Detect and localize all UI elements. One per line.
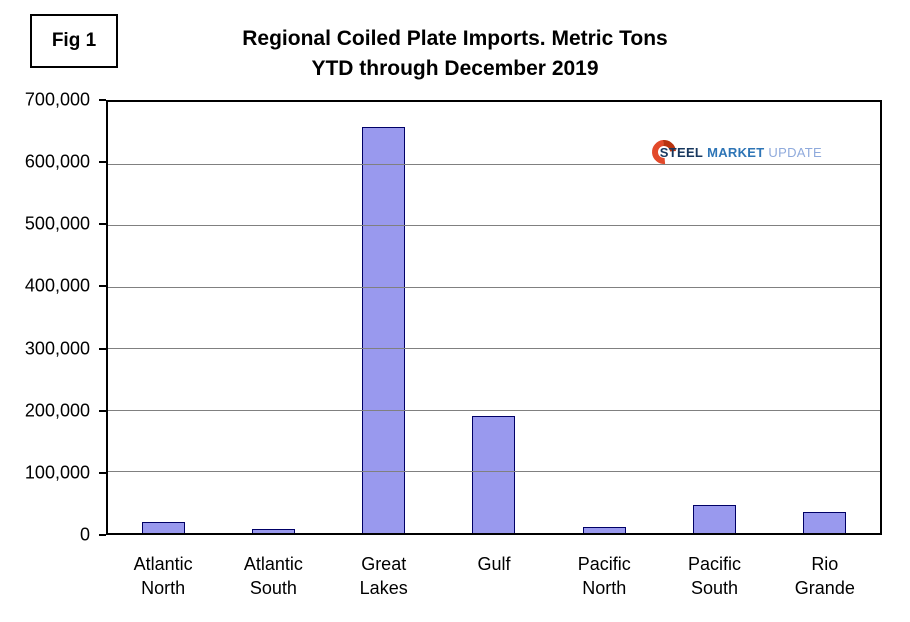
bar-slot [329,102,439,533]
x-axis-label: Atlantic North [133,554,193,598]
logo-word-steel: STEEL [659,144,704,160]
y-tick-label: 200,000 [24,400,90,421]
gridline [108,225,880,227]
bar-slot [659,102,769,533]
y-tick-label: 600,000 [24,151,90,172]
y-tick-label: 500,000 [24,213,90,234]
y-tick-mark [99,223,106,226]
gridline [108,409,880,411]
y-tick-label: 700,000 [24,89,90,110]
bar-slot [549,102,659,533]
steel-market-update-logo: STEEL MARKET UPDATE [646,135,822,169]
fig-number-label: Fig 1 [51,30,97,51]
gridline [108,348,880,350]
bar-slot [770,102,880,533]
bar-rio-grande [803,512,847,533]
chart-title-line1: Regional Coiled Plate Imports. Metric To… [242,27,668,50]
bar-pacific-south [693,504,737,533]
x-axis-label: Atlantic South [243,554,303,598]
bar-atlantic-south [251,529,295,533]
bar-great-lakes [362,126,406,533]
fig-number-box: Fig 1 [30,14,118,68]
x-axis-label: Great Lakes [359,554,408,598]
bar-slot [439,102,549,533]
y-tick-mark [99,534,106,536]
y-tick-mark [99,347,106,350]
bar-gulf [472,416,516,533]
gridline [108,163,880,165]
y-tick-mark [99,99,106,101]
y-tick-mark [99,471,106,474]
logo-text: STEEL MARKET UPDATE [660,145,822,160]
y-tick-label: 300,000 [24,338,90,359]
x-axis-label: Rio Grande [794,554,855,598]
x-axis: Atlantic North Atlantic South Great Lakes G… [108,552,880,600]
logo-word-market: MARKET [707,144,765,160]
gridline [108,286,880,288]
chart-title: Regional Coiled Plate Imports. Metric To… [0,24,910,84]
chart-title-line2: YTD through December 2019 [311,57,599,80]
x-axis-label: Pacific South [688,554,742,598]
bar-atlantic-north [141,521,185,533]
y-tick-label: 400,000 [24,275,90,296]
x-axis-label: Pacific North [577,554,631,598]
chart-row: 0 100,000 200,000 300,000 400,000 500,000 600,… [0,90,882,545]
bar-pacific-north [582,526,626,533]
y-tick-label: 100,000 [24,462,90,483]
bar-slot [108,102,218,533]
y-tick-mark [99,161,106,164]
logo-word-update: UPDATE [768,144,822,160]
y-tick-mark [99,409,106,412]
y-axis: 0 100,000 200,000 300,000 400,000 500,000 600,… [0,90,106,545]
bar-slot [218,102,328,533]
gridline [108,471,880,473]
plot-area: STEEL MARKET UPDATE [106,100,882,535]
y-tick-mark [99,285,106,288]
bars [108,102,880,533]
y-tick-label: 0 [79,524,90,545]
x-axis-label: Gulf [477,554,511,574]
